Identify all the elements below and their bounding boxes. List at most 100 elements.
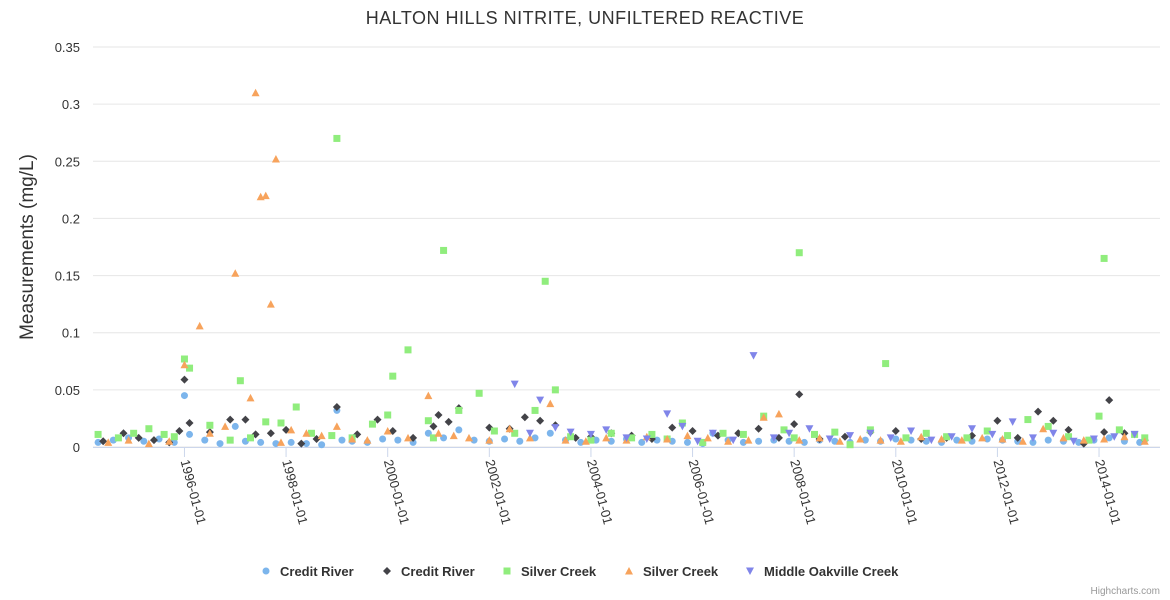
data-point[interactable] <box>1018 437 1027 445</box>
data-point[interactable] <box>510 380 519 389</box>
data-point[interactable] <box>724 437 733 445</box>
data-point[interactable] <box>729 436 738 445</box>
data-point[interactable] <box>586 430 595 439</box>
data-point[interactable] <box>988 430 997 439</box>
data-point[interactable] <box>831 428 839 436</box>
data-point[interactable] <box>449 431 458 440</box>
data-point[interactable] <box>1115 426 1123 434</box>
data-point[interactable] <box>525 429 534 438</box>
data-point[interactable] <box>891 427 900 435</box>
data-point[interactable] <box>206 421 214 429</box>
data-point[interactable] <box>561 436 570 444</box>
data-point[interactable] <box>886 434 895 442</box>
data-point[interactable] <box>516 437 524 445</box>
data-point[interactable] <box>429 434 437 442</box>
data-point[interactable] <box>774 409 783 418</box>
data-point[interactable] <box>170 433 178 441</box>
data-point[interactable] <box>266 300 275 308</box>
data-point[interactable] <box>622 434 631 442</box>
data-point[interactable] <box>541 277 549 285</box>
data-point[interactable] <box>525 433 534 442</box>
legend-label[interactable]: Credit River <box>280 564 354 579</box>
legend-label[interactable]: Middle Oakville Creek <box>764 564 899 579</box>
data-point[interactable] <box>266 429 275 438</box>
data-point[interactable] <box>251 88 260 97</box>
data-point[interactable] <box>1004 432 1012 440</box>
data-point[interactable] <box>348 435 357 443</box>
data-point[interactable] <box>795 390 804 399</box>
data-point[interactable] <box>434 411 443 419</box>
data-point[interactable] <box>1013 433 1022 442</box>
data-point[interactable] <box>810 430 818 438</box>
data-point[interactable] <box>780 426 788 434</box>
data-point[interactable] <box>317 431 326 440</box>
data-point[interactable] <box>531 406 539 414</box>
data-point[interactable] <box>607 437 615 445</box>
data-point[interactable] <box>993 416 1002 425</box>
data-point[interactable] <box>328 432 336 440</box>
data-point[interactable] <box>201 436 209 444</box>
data-point[interactable] <box>231 269 240 277</box>
data-point[interactable] <box>978 433 987 442</box>
data-point[interactable] <box>332 403 341 411</box>
data-point[interactable] <box>683 431 692 440</box>
data-point[interactable] <box>1059 433 1068 442</box>
data-point[interactable] <box>1100 254 1108 262</box>
data-point[interactable] <box>455 426 463 434</box>
data-point[interactable] <box>511 429 519 437</box>
data-point[interactable] <box>744 436 753 444</box>
data-point[interactable] <box>688 427 697 435</box>
data-point[interactable] <box>404 433 413 442</box>
data-point[interactable] <box>795 249 803 257</box>
data-point[interactable] <box>180 355 188 363</box>
data-point[interactable] <box>957 436 966 444</box>
data-point[interactable] <box>104 438 113 446</box>
data-point[interactable] <box>708 429 717 438</box>
data-point[interactable] <box>149 436 158 445</box>
legend-label[interactable]: Credit River <box>401 564 475 579</box>
data-point[interactable] <box>429 422 438 431</box>
data-point[interactable] <box>846 432 855 440</box>
data-point[interactable] <box>130 429 138 437</box>
data-point[interactable] <box>195 321 204 330</box>
legend[interactable]: Credit River Credit River Silver Creek Silv… <box>262 564 900 579</box>
data-point[interactable] <box>186 364 194 372</box>
data-point[interactable] <box>587 436 595 444</box>
data-point[interactable] <box>754 424 763 433</box>
data-point[interactable] <box>1100 428 1109 437</box>
data-point[interactable] <box>475 389 483 397</box>
data-point[interactable] <box>257 438 265 446</box>
legend-marker[interactable] <box>503 567 511 575</box>
data-point[interactable] <box>276 438 285 446</box>
data-point[interactable] <box>205 429 214 437</box>
data-point[interactable] <box>917 432 926 441</box>
data-point[interactable] <box>1089 435 1098 444</box>
data-point[interactable] <box>175 427 184 435</box>
data-point[interactable] <box>520 413 529 422</box>
data-point[interactable] <box>551 424 560 432</box>
data-point[interactable] <box>287 438 295 446</box>
data-point[interactable] <box>384 411 392 419</box>
data-point[interactable] <box>896 437 905 445</box>
data-point[interactable] <box>703 433 712 442</box>
data-point[interactable] <box>536 416 545 425</box>
data-point[interactable] <box>790 420 799 429</box>
data-point[interactable] <box>1120 432 1129 441</box>
data-point[interactable] <box>1028 434 1037 442</box>
data-point[interactable] <box>444 417 453 426</box>
data-point[interactable] <box>739 430 747 438</box>
data-point[interactable] <box>485 436 494 444</box>
data-point[interactable] <box>602 433 611 442</box>
data-point[interactable] <box>383 427 392 435</box>
data-point[interactable] <box>501 435 509 443</box>
data-point[interactable] <box>424 391 433 400</box>
data-point[interactable] <box>1105 434 1113 442</box>
data-point[interactable] <box>602 426 611 434</box>
data-point[interactable] <box>302 429 311 437</box>
data-point[interactable] <box>165 437 174 445</box>
data-point[interactable] <box>699 438 707 446</box>
legend-item[interactable]: Silver Creek <box>625 564 719 579</box>
data-point[interactable] <box>998 435 1007 443</box>
data-point[interactable] <box>943 433 951 441</box>
data-point[interactable] <box>180 375 189 384</box>
